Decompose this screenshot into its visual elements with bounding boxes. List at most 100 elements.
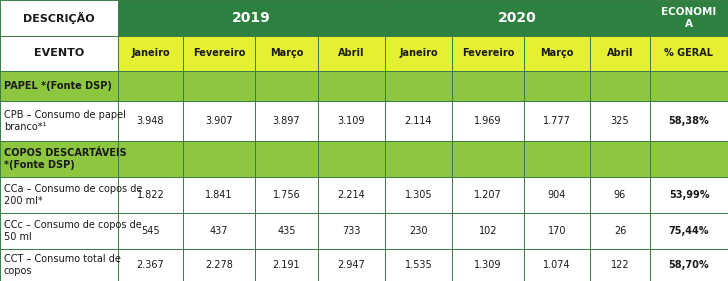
Text: CCa – Consumo de copos de
200 ml*: CCa – Consumo de copos de 200 ml* — [4, 184, 143, 206]
Text: 2.278: 2.278 — [205, 260, 233, 270]
Bar — [650, 213, 728, 249]
Bar — [0, 177, 118, 213]
Text: 733: 733 — [342, 226, 361, 236]
Bar — [524, 141, 590, 177]
Bar — [452, 36, 524, 71]
Bar — [650, 141, 728, 177]
Bar — [590, 249, 650, 281]
Text: PAPEL *(Fonte DSP): PAPEL *(Fonte DSP) — [4, 81, 112, 91]
Text: ECONOMI
A: ECONOMI A — [661, 7, 716, 29]
Text: 325: 325 — [611, 116, 629, 126]
Text: 2.947: 2.947 — [338, 260, 365, 270]
Text: Fevereiro: Fevereiro — [193, 49, 245, 58]
Text: Abril: Abril — [339, 49, 365, 58]
Bar — [118, 71, 183, 101]
Bar — [183, 213, 255, 249]
Bar — [118, 101, 183, 141]
Bar — [255, 36, 318, 71]
Bar — [0, 36, 118, 71]
Text: 1.535: 1.535 — [405, 260, 432, 270]
Text: 3.897: 3.897 — [273, 116, 301, 126]
Bar — [452, 213, 524, 249]
Bar — [0, 71, 118, 101]
Text: 2020: 2020 — [498, 11, 537, 25]
Text: DESCRIÇÃO: DESCRIÇÃO — [23, 12, 95, 24]
Text: 1.841: 1.841 — [205, 190, 233, 200]
Text: 3.907: 3.907 — [205, 116, 233, 126]
Bar — [650, 101, 728, 141]
Bar — [452, 71, 524, 101]
Text: 3.948: 3.948 — [137, 116, 165, 126]
Text: 3.109: 3.109 — [338, 116, 365, 126]
Bar — [118, 213, 183, 249]
Bar — [0, 213, 118, 249]
Text: 122: 122 — [611, 260, 629, 270]
Bar — [318, 71, 385, 101]
Bar — [255, 141, 318, 177]
Bar — [118, 0, 385, 36]
Bar — [255, 71, 318, 101]
Bar — [650, 36, 728, 71]
Text: 1.756: 1.756 — [272, 190, 301, 200]
Bar — [255, 101, 318, 141]
Text: 904: 904 — [547, 190, 566, 200]
Bar — [183, 36, 255, 71]
Bar — [183, 249, 255, 281]
Bar — [385, 249, 452, 281]
Text: 1.969: 1.969 — [474, 116, 502, 126]
Text: 53,99%: 53,99% — [669, 190, 709, 200]
Text: 1.305: 1.305 — [405, 190, 432, 200]
Text: 26: 26 — [614, 226, 626, 236]
Bar — [183, 141, 255, 177]
Bar — [385, 213, 452, 249]
Text: 2.191: 2.191 — [273, 260, 301, 270]
Bar — [524, 213, 590, 249]
Text: Fevereiro: Fevereiro — [462, 49, 514, 58]
Bar — [590, 36, 650, 71]
Bar — [318, 213, 385, 249]
Text: Março: Março — [270, 49, 303, 58]
Text: CPB – Consumo de papel
branco*¹: CPB – Consumo de papel branco*¹ — [4, 110, 126, 132]
Bar — [183, 177, 255, 213]
Bar — [318, 101, 385, 141]
Text: 230: 230 — [409, 226, 428, 236]
Bar — [590, 141, 650, 177]
Bar — [318, 36, 385, 71]
Bar — [118, 36, 183, 71]
Bar — [183, 101, 255, 141]
Bar — [0, 0, 118, 36]
Bar — [452, 249, 524, 281]
Bar — [385, 36, 452, 71]
Bar — [255, 249, 318, 281]
Bar — [118, 249, 183, 281]
Bar — [183, 71, 255, 101]
Bar — [385, 71, 452, 101]
Bar — [0, 101, 118, 141]
Text: 75,44%: 75,44% — [669, 226, 709, 236]
Text: EVENTO: EVENTO — [34, 49, 84, 58]
Text: COPOS DESCARTÁVEIS
*(Fonte DSP): COPOS DESCARTÁVEIS *(Fonte DSP) — [4, 148, 127, 170]
Bar — [452, 177, 524, 213]
Bar — [318, 141, 385, 177]
Bar — [318, 177, 385, 213]
Bar — [118, 177, 183, 213]
Text: 1.822: 1.822 — [137, 190, 165, 200]
Text: 545: 545 — [141, 226, 160, 236]
Bar — [650, 177, 728, 213]
Text: 1.309: 1.309 — [474, 260, 502, 270]
Bar — [650, 0, 728, 36]
Bar — [590, 213, 650, 249]
Bar — [255, 213, 318, 249]
Bar — [650, 249, 728, 281]
Text: 435: 435 — [277, 226, 296, 236]
Bar — [385, 177, 452, 213]
Bar — [524, 249, 590, 281]
Bar — [650, 71, 728, 101]
Bar — [0, 249, 118, 281]
Bar — [385, 0, 650, 36]
Bar — [255, 177, 318, 213]
Bar — [385, 141, 452, 177]
Text: 1.074: 1.074 — [543, 260, 571, 270]
Text: Janeiro: Janeiro — [399, 49, 438, 58]
Bar — [318, 249, 385, 281]
